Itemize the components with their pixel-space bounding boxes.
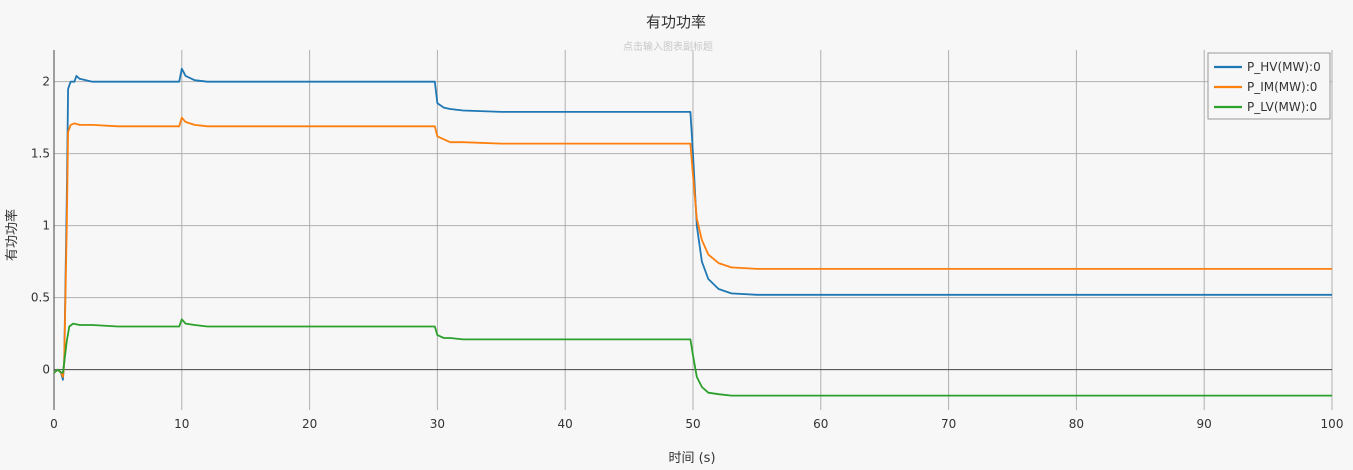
- x-tick-label: 40: [558, 417, 573, 431]
- x-axis-label: 时间 (s): [668, 451, 715, 466]
- x-tick-label: 70: [941, 417, 956, 431]
- x-tick-label: 60: [813, 417, 828, 431]
- x-tick-label: 100: [1321, 417, 1344, 431]
- series-lines: [53, 67, 1332, 397]
- x-axis-ticks: 0 10 20 30 40 50 60 70 80 90 100: [50, 417, 1343, 431]
- legend[interactable]: P_HV(MW):0 P_IM(MW):0 P_LV(MW):0: [1207, 52, 1331, 120]
- x-tick-label: 20: [302, 417, 317, 431]
- chart-subtitle[interactable]: 点击输入图表副标题: [623, 40, 713, 53]
- y-tick-label: 2: [42, 75, 50, 89]
- y-tick-label: 0: [42, 363, 50, 377]
- series-line-p-lv[interactable]: [53, 318, 1332, 397]
- series-line-p-hv[interactable]: [53, 67, 1332, 381]
- y-tick-label: 1.5: [31, 147, 50, 161]
- legend-item-label[interactable]: P_HV(MW):0: [1247, 60, 1321, 74]
- y-axis-ticks: 0 0.5 1 1.5 2: [31, 75, 50, 377]
- y-tick-label: 0.5: [31, 291, 50, 305]
- x-tick-label: 50: [685, 417, 700, 431]
- x-tick-label: 10: [174, 417, 189, 431]
- legend-item-label[interactable]: P_LV(MW):0: [1247, 100, 1317, 114]
- x-tick-label: 30: [430, 417, 445, 431]
- legend-item-label[interactable]: P_IM(MW):0: [1247, 80, 1317, 94]
- series-line-p-im[interactable]: [53, 116, 1332, 378]
- y-tick-label: 1: [42, 219, 50, 233]
- y-axis-label: 有功功率: [4, 209, 20, 261]
- x-tick-label: 90: [1197, 417, 1212, 431]
- x-tick-label: 0: [50, 417, 58, 431]
- chart-title: 有功功率: [646, 13, 706, 31]
- x-tick-label: 80: [1069, 417, 1084, 431]
